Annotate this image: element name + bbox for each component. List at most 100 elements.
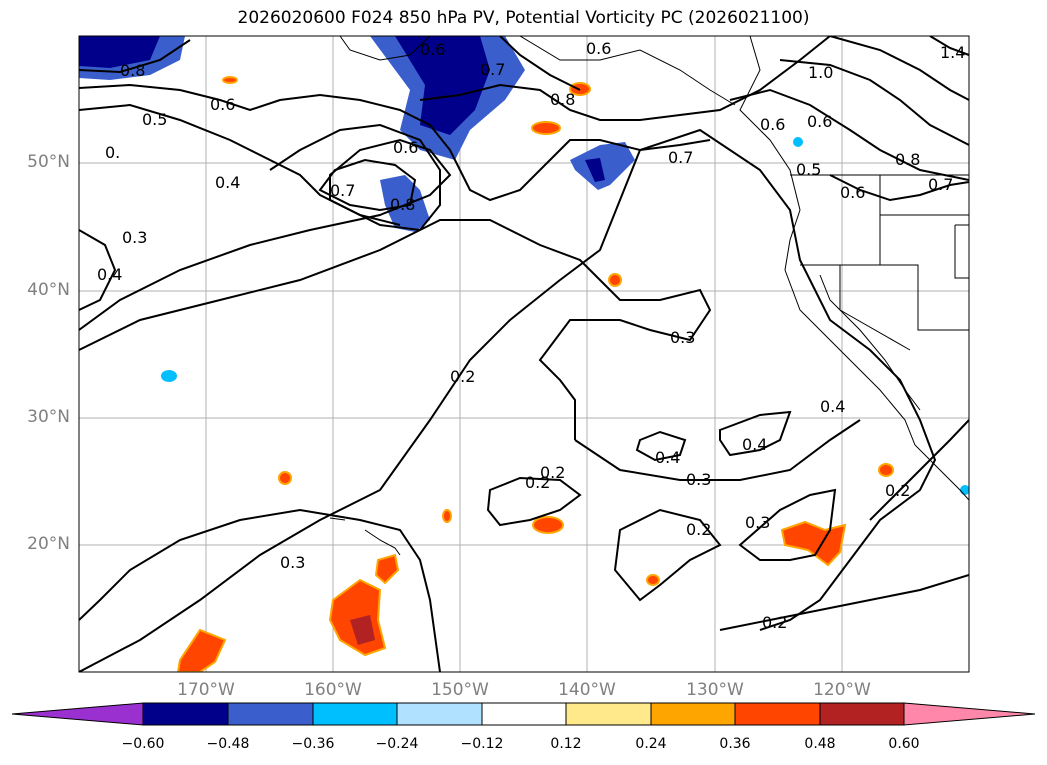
contour-label: 0.6 xyxy=(760,115,785,134)
contour-label: 0.3 xyxy=(122,228,147,247)
pv-pos-mid xyxy=(532,516,564,534)
colorbar-bin xyxy=(819,702,905,726)
colorbar-tick-label: 0.60 xyxy=(888,736,920,752)
contour-label: 0.7 xyxy=(928,175,953,194)
contour-label: 0.8 xyxy=(895,150,920,169)
contour-label: 0.4 xyxy=(215,173,240,192)
contour-label: 0.3 xyxy=(745,513,770,532)
pv-pos-n6 xyxy=(878,463,894,477)
pv-pos-se xyxy=(780,520,847,567)
contour-0.3-west xyxy=(79,219,712,440)
colorbar-tick-label: −0.48 xyxy=(206,736,250,752)
contour-label: 0.6 xyxy=(840,183,865,202)
negative-pv-areas xyxy=(79,36,969,495)
contour-label: 0.8 xyxy=(550,90,575,109)
lon-label: 140°W xyxy=(558,680,616,700)
colorbar-tick-label: 0.12 xyxy=(550,736,582,752)
colorbar-bin xyxy=(650,702,736,726)
contour-label: 0.6 xyxy=(586,39,611,58)
contour-label: 0. xyxy=(105,143,120,162)
colorbar-bin xyxy=(227,702,314,726)
colorbar-tick-label: 0.24 xyxy=(635,736,667,752)
contour-0.6 xyxy=(79,83,711,202)
colorbar-tick-label: −0.36 xyxy=(291,736,335,752)
contour-label: 0.2 xyxy=(540,463,565,482)
contour-label: 0.6 xyxy=(420,40,445,59)
contour-label: 0.4 xyxy=(742,435,767,454)
map-title: 2026020600 F024 850 hPa PV, Potential Vo… xyxy=(237,8,810,28)
colorbar-tick-label: −0.60 xyxy=(121,736,165,752)
colorbar-bin xyxy=(734,702,821,726)
contour-0.2-south xyxy=(79,508,441,672)
lat-label: 40°N xyxy=(27,280,70,300)
contour-east-2 xyxy=(779,59,969,146)
contour-label: 0.2 xyxy=(762,613,787,632)
lon-label: 170°W xyxy=(177,680,235,700)
pv-pos-n1 xyxy=(531,121,561,135)
pv-pos-n5 xyxy=(646,574,660,586)
hawaii-islands xyxy=(329,517,401,556)
contour-0.2-north xyxy=(79,128,937,672)
lon-label: 130°W xyxy=(686,680,744,700)
contour-0.3-west-2 xyxy=(79,229,117,311)
pv-neg-gulf-alaska-core xyxy=(395,36,490,135)
colorbar-bin xyxy=(565,702,652,726)
gridlines xyxy=(79,36,969,672)
colorbar xyxy=(11,702,1036,726)
contour-east-4 xyxy=(929,36,969,56)
colorbar-extend-left xyxy=(11,702,144,726)
contour-label-group: 0.8 0.6 0.5 0. 0.4 0.3 0.4 0.7 0.6 0.8 0… xyxy=(97,39,965,632)
lon-label: 160°W xyxy=(304,680,362,700)
contour-label: 0.8 xyxy=(120,61,145,80)
contour-label: 0.8 xyxy=(390,195,415,214)
pv-neg-low xyxy=(380,175,430,232)
pv-pos-sw xyxy=(176,628,227,672)
contour-label: 0.2 xyxy=(525,473,550,492)
contour-label: 0.3 xyxy=(280,553,305,572)
west-coast-north-america xyxy=(739,36,969,501)
contour-0.5 xyxy=(79,103,441,232)
contour-label: 0.4 xyxy=(655,448,680,467)
lon-label: 150°W xyxy=(431,680,489,700)
contour-0.2-far-east xyxy=(869,419,969,521)
contour-label: 0.3 xyxy=(686,470,711,489)
contour-label: 0.7 xyxy=(330,181,355,200)
state-borders xyxy=(800,175,969,351)
contour-label: 0.7 xyxy=(668,148,693,167)
contour-label: 0.4 xyxy=(97,265,122,284)
pv-neg-east xyxy=(570,142,635,190)
contour-0.2-loop xyxy=(486,476,582,527)
lon-label: 120°W xyxy=(813,680,871,700)
pv-pos-n8 xyxy=(222,76,238,84)
contour-label: 0.2 xyxy=(885,481,910,500)
colorbar-bin xyxy=(142,702,229,726)
contour-label: 0.6 xyxy=(807,112,832,131)
pv-neg-nw-core xyxy=(79,36,160,68)
lat-label: 50°N xyxy=(27,152,70,172)
lat-label: 30°N xyxy=(27,407,70,427)
plot-area: 0.8 0.6 0.5 0. 0.4 0.3 0.4 0.7 0.6 0.8 0… xyxy=(79,36,969,672)
contour-0.4 xyxy=(79,138,452,331)
contour-0.6-east xyxy=(829,174,969,202)
contour-label: 0.4 xyxy=(820,397,845,416)
contour-label: 0.6 xyxy=(393,138,418,157)
contour-label: 0.2 xyxy=(686,520,711,539)
pv-neg-small-1 xyxy=(161,370,177,382)
lat-label: 20°N xyxy=(27,534,70,554)
contour-label: 0.2 xyxy=(450,367,475,386)
contour-label: 1.0 xyxy=(808,63,833,82)
colorbar-tick-label: −0.24 xyxy=(375,736,419,752)
contour-0.2-se xyxy=(719,574,969,631)
contour-label: 0.5 xyxy=(796,160,821,179)
pv-pos-hawaii-core xyxy=(350,615,375,645)
contour-0.4-b xyxy=(635,410,792,462)
alaska-coast xyxy=(339,36,736,106)
colorbar-bin xyxy=(312,702,398,726)
contour-0.7-west xyxy=(318,158,417,212)
pv-contours xyxy=(79,36,969,672)
pv-pos-n3 xyxy=(608,273,622,287)
pv-pos-hawaii-main xyxy=(328,578,387,657)
contour-label: 0.5 xyxy=(142,110,167,129)
pv-pos-n4 xyxy=(278,471,292,485)
